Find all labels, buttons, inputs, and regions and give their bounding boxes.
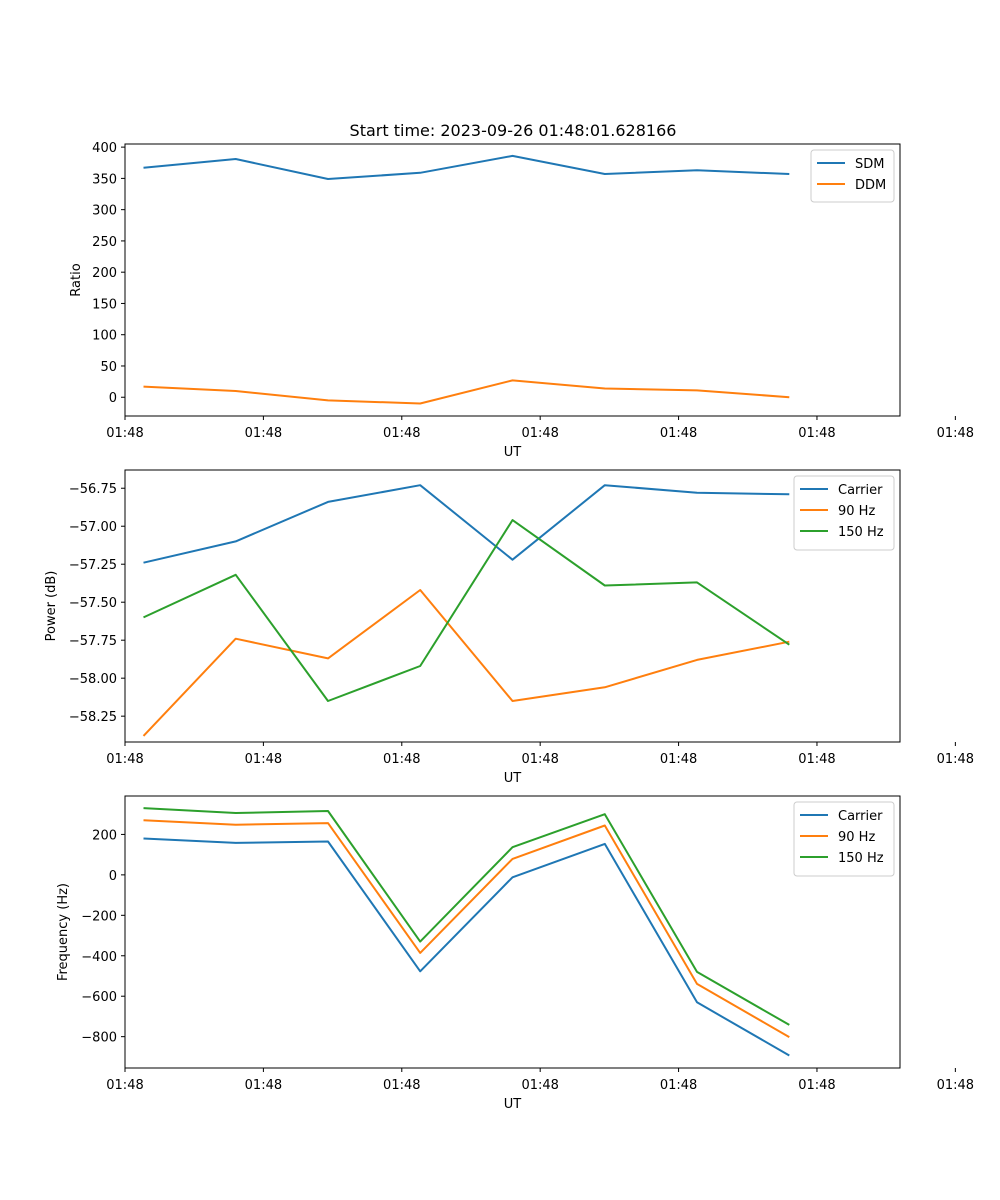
x-tick-label: 01:48 bbox=[521, 426, 558, 441]
axes-frame bbox=[124, 143, 901, 417]
legend-label: 150 Hz bbox=[838, 525, 884, 540]
x-tick-label: 01:48 bbox=[937, 1078, 974, 1093]
x-tick-label: 01:48 bbox=[383, 1078, 420, 1093]
x-tick-label: 01:48 bbox=[383, 752, 420, 767]
x-axis-label: UT bbox=[504, 1097, 522, 1112]
legend-label: SDM bbox=[855, 157, 884, 172]
series-line-90-hz bbox=[143, 819, 790, 1038]
y-axis-label: Frequency (Hz) bbox=[56, 883, 71, 981]
y-axis-label: Ratio bbox=[69, 263, 84, 296]
y-tick-label: −600 bbox=[81, 990, 117, 1005]
y-tick-label: −200 bbox=[81, 909, 117, 924]
series-line-carrier bbox=[143, 484, 790, 564]
legend-label: 150 Hz bbox=[838, 851, 884, 866]
x-tick-label: 01:48 bbox=[660, 426, 697, 441]
x-tick-label: 01:48 bbox=[106, 426, 143, 441]
x-tick-label: 01:48 bbox=[798, 752, 835, 767]
y-tick-label: 350 bbox=[92, 172, 117, 187]
x-tick-label: 01:48 bbox=[660, 752, 697, 767]
y-tick-label: −57.00 bbox=[69, 520, 117, 535]
figure-title: Start time: 2023-09-26 01:48:01.628166 bbox=[350, 121, 677, 140]
y-axis-label: Power (dB) bbox=[44, 571, 59, 642]
y-tick-label: −400 bbox=[81, 950, 117, 965]
y-tick-label: −57.50 bbox=[69, 596, 117, 611]
y-tick-label: 0 bbox=[109, 391, 117, 406]
y-tick-label: −800 bbox=[81, 1031, 117, 1046]
x-axis-label: UT bbox=[504, 445, 522, 460]
x-tick-label: 01:48 bbox=[383, 426, 420, 441]
legend-label: DDM bbox=[855, 178, 886, 193]
x-axis-label: UT bbox=[504, 771, 522, 786]
x-tick-label: 01:48 bbox=[521, 752, 558, 767]
x-tick-label: 01:48 bbox=[521, 1078, 558, 1093]
series-line-ddm bbox=[143, 379, 790, 405]
y-tick-label: 400 bbox=[92, 141, 117, 156]
y-tick-label: 250 bbox=[92, 235, 117, 250]
y-tick-label: 50 bbox=[100, 360, 117, 375]
x-tick-label: 01:48 bbox=[660, 1078, 697, 1093]
axes-frame bbox=[124, 795, 901, 1069]
y-tick-label: −57.75 bbox=[69, 634, 117, 649]
y-tick-label: 200 bbox=[92, 266, 117, 281]
y-tick-label: 100 bbox=[92, 329, 117, 344]
x-tick-label: 01:48 bbox=[798, 426, 835, 441]
x-tick-label: 01:48 bbox=[106, 1078, 143, 1093]
series-line-150-hz bbox=[143, 519, 790, 702]
legend-label: 90 Hz bbox=[838, 830, 875, 845]
x-tick-label: 01:48 bbox=[106, 752, 143, 767]
series-line-90-hz bbox=[142, 589, 790, 737]
y-tick-label: 200 bbox=[92, 828, 117, 843]
y-tick-label: 150 bbox=[92, 297, 117, 312]
x-tick-label: 01:48 bbox=[245, 752, 282, 767]
x-tick-label: 01:48 bbox=[937, 752, 974, 767]
y-tick-label: −58.25 bbox=[69, 710, 117, 725]
x-tick-label: 01:48 bbox=[937, 426, 974, 441]
x-tick-label: 01:48 bbox=[245, 1078, 282, 1093]
y-tick-label: 300 bbox=[92, 204, 117, 219]
series-line-carrier bbox=[143, 837, 790, 1057]
y-tick-label: −57.25 bbox=[69, 558, 117, 573]
y-tick-label: 0 bbox=[109, 869, 117, 884]
legend-label: Carrier bbox=[838, 483, 883, 498]
y-tick-label: −56.75 bbox=[69, 482, 117, 497]
x-tick-label: 01:48 bbox=[245, 426, 282, 441]
axes-frame bbox=[124, 469, 901, 743]
series-line-150-hz bbox=[143, 807, 790, 1026]
legend-label: 90 Hz bbox=[838, 504, 875, 519]
legend-label: Carrier bbox=[838, 809, 883, 824]
y-tick-label: −58.00 bbox=[69, 672, 117, 687]
series-line-sdm bbox=[143, 154, 790, 180]
x-tick-label: 01:48 bbox=[798, 1078, 835, 1093]
